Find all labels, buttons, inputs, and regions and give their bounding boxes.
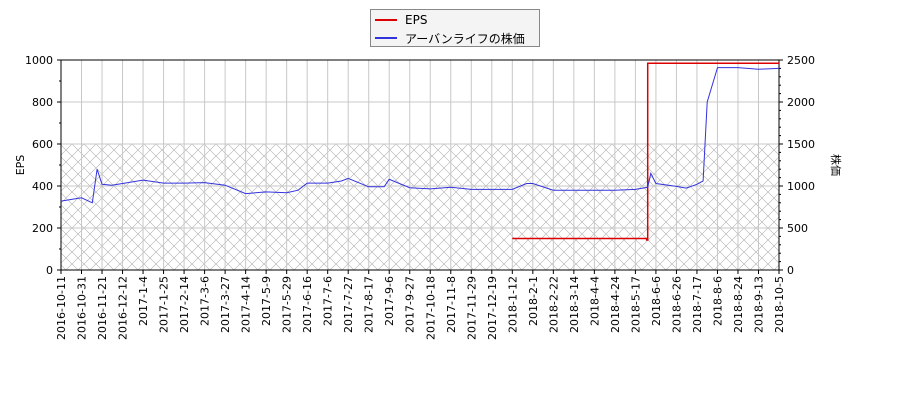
svg-text:2018-1-12: 2018-1-12 [506, 276, 519, 333]
svg-text:2017-7-27: 2017-7-27 [342, 276, 355, 333]
svg-text:2017-11-8: 2017-11-8 [445, 276, 458, 333]
svg-text:0: 0 [46, 264, 53, 277]
hatched-region [61, 144, 779, 270]
legend-swatch-price [375, 37, 397, 39]
svg-text:2017-8-17: 2017-8-17 [363, 276, 376, 333]
grid-lines [61, 60, 779, 270]
svg-text:2017-7-6: 2017-7-6 [322, 276, 335, 326]
left-axis-label: EPS [14, 155, 27, 176]
svg-text:2016-11-21: 2016-11-21 [96, 276, 109, 340]
svg-text:2017-9-6: 2017-9-6 [383, 276, 396, 326]
svg-text:800: 800 [32, 96, 53, 109]
svg-text:2018-7-17: 2018-7-17 [691, 276, 704, 333]
svg-text:2018-9-13: 2018-9-13 [752, 276, 765, 333]
svg-text:2017-11-29: 2017-11-29 [465, 276, 478, 340]
svg-text:1000: 1000 [787, 180, 815, 193]
legend-item-price: アーバンライフの株価 [375, 30, 525, 46]
legend-label-price: アーバンライフの株価 [405, 31, 525, 46]
svg-text:2017-12-19: 2017-12-19 [486, 276, 499, 340]
legend-swatch-eps [375, 19, 397, 21]
data-series [60, 62, 780, 241]
svg-text:2017-1-25: 2017-1-25 [158, 276, 171, 333]
svg-text:2017-1-4: 2017-1-4 [137, 276, 150, 326]
svg-text:2018-6-26: 2018-6-26 [670, 276, 683, 333]
svg-text:2017-2-14: 2017-2-14 [178, 276, 191, 333]
svg-text:2017-3-27: 2017-3-27 [219, 276, 232, 333]
svg-text:2017-4-14: 2017-4-14 [240, 276, 253, 333]
svg-text:2017-5-29: 2017-5-29 [281, 276, 294, 333]
svg-text:2016-10-11: 2016-10-11 [55, 276, 68, 340]
svg-text:200: 200 [32, 222, 53, 235]
svg-text:2018-4-24: 2018-4-24 [609, 276, 622, 333]
svg-text:600: 600 [32, 138, 53, 151]
svg-text:2016-10-31: 2016-10-31 [76, 276, 89, 340]
svg-text:2018-5-17: 2018-5-17 [629, 276, 642, 333]
svg-text:2018-10-5: 2018-10-5 [773, 276, 786, 333]
svg-text:2018-2-22: 2018-2-22 [547, 276, 560, 333]
axes: 0 0 200 500 400 1000 600 1500 800 2000 1000 2500 201… [25, 54, 815, 340]
svg-text:2018-6-6: 2018-6-6 [650, 276, 663, 326]
legend-item-eps: EPS [375, 12, 427, 28]
svg-text:2017-5-9: 2017-5-9 [260, 276, 273, 326]
series-line [512, 62, 779, 241]
svg-text:400: 400 [32, 180, 53, 193]
svg-text:1000: 1000 [25, 54, 53, 67]
svg-text:2016-12-12: 2016-12-12 [117, 276, 130, 340]
svg-text:1500: 1500 [787, 138, 815, 151]
svg-text:2500: 2500 [787, 54, 815, 67]
svg-text:2017-3-6: 2017-3-6 [199, 276, 212, 326]
svg-text:2018-2-1: 2018-2-1 [527, 276, 540, 326]
legend: EPS アーバンライフの株価 [370, 9, 540, 47]
svg-text:2017-10-18: 2017-10-18 [424, 276, 437, 340]
right-axis-label: 株価 [829, 154, 843, 176]
series-line [60, 67, 780, 204]
svg-text:2018-4-4: 2018-4-4 [588, 276, 601, 326]
svg-text:500: 500 [787, 222, 808, 235]
legend-label-eps: EPS [405, 13, 428, 27]
svg-text:2018-8-24: 2018-8-24 [732, 276, 745, 333]
svg-text:0: 0 [787, 264, 794, 277]
svg-text:2017-6-16: 2017-6-16 [301, 276, 314, 333]
svg-text:2018-3-14: 2018-3-14 [568, 276, 581, 333]
svg-text:2017-9-27: 2017-9-27 [404, 276, 417, 333]
svg-text:2018-8-6: 2018-8-6 [711, 276, 724, 326]
svg-text:2000: 2000 [787, 96, 815, 109]
